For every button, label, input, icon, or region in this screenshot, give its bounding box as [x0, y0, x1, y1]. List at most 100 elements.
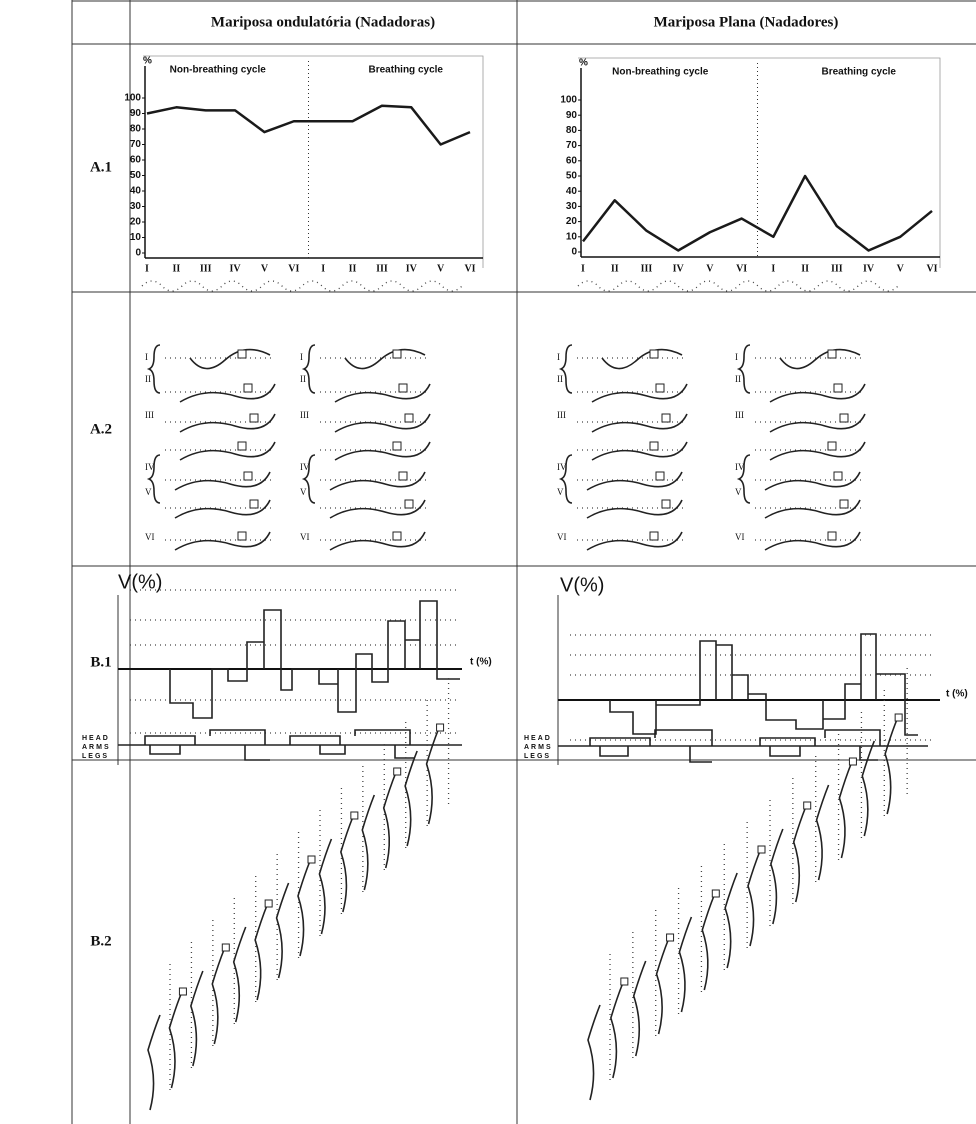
row-label: B.1: [90, 654, 111, 670]
y-tick-label: 40: [130, 186, 142, 197]
trace: [884, 718, 898, 815]
stroke-phase-label: I: [557, 352, 560, 362]
marker: [392, 531, 402, 541]
stroke-phase-label: VI: [735, 532, 745, 542]
track-label: HEAD: [524, 735, 552, 742]
trace: [861, 740, 876, 837]
stroke-phase-label: VI: [300, 532, 310, 542]
y-tick-label: 0: [571, 247, 577, 258]
trace: [655, 938, 670, 1035]
track-label: LEGS: [524, 753, 551, 760]
trace: [382, 772, 397, 869]
trace: [591, 383, 688, 403]
x-tick-label: VI: [926, 263, 937, 274]
marker: [833, 383, 843, 393]
marker: [404, 413, 414, 423]
trace: [275, 882, 290, 979]
stroke-phase-label: I: [735, 352, 738, 362]
x-tick-label: VI: [464, 263, 475, 274]
y-tick-label: 40: [566, 186, 578, 197]
marker: [264, 899, 273, 908]
marker: [649, 531, 659, 541]
x-tick-label: V: [261, 263, 269, 274]
trace: [179, 383, 276, 403]
trace: [329, 471, 426, 491]
stroke-phase-label: IV: [735, 462, 745, 472]
stroke-phase-label: IV: [300, 462, 310, 472]
marker: [178, 987, 187, 996]
trace: [586, 471, 683, 491]
stroke-phase-label: V: [735, 487, 742, 497]
stroke-phase-label: II: [145, 374, 151, 384]
track-label: ARMS: [82, 744, 111, 751]
y-tick-label: 70: [566, 140, 578, 151]
marker: [757, 845, 766, 854]
trace: [701, 894, 716, 991]
track-label: HEAD: [82, 735, 110, 742]
marker: [661, 413, 671, 423]
trace: [769, 441, 866, 461]
column-header: Mariposa Plana (Nadadores): [654, 14, 839, 30]
trace: [174, 531, 271, 551]
trace: [764, 471, 861, 491]
marker: [221, 943, 230, 952]
trace: [747, 850, 761, 947]
y-tick-label: 70: [130, 139, 142, 150]
marker: [655, 471, 665, 481]
x-tick-label: III: [200, 263, 212, 274]
trace: [344, 348, 426, 370]
trace: [232, 926, 247, 1023]
stroke-phase-label: I: [300, 352, 303, 362]
x-tick-label: IV: [406, 263, 418, 274]
x-tick-label: IV: [230, 263, 242, 274]
axis-label: V(%): [560, 574, 604, 596]
y-tick-label: 10: [566, 231, 578, 242]
marker: [661, 499, 671, 509]
marker: [243, 383, 253, 393]
marker: [649, 441, 659, 451]
trace: [340, 816, 354, 913]
marker: [827, 349, 837, 359]
stroke-phase-label: II: [557, 374, 563, 384]
trace: [779, 348, 861, 370]
marker: [839, 413, 849, 423]
trace: [601, 348, 683, 370]
x-tick-label: III: [376, 263, 388, 274]
trace: [610, 982, 624, 1079]
trace: [764, 531, 861, 551]
stroke-phase-label: III: [557, 410, 566, 420]
stroke-phase-label: III: [145, 410, 154, 420]
y-tick-label: 60: [130, 155, 142, 166]
marker: [404, 499, 414, 509]
trace: [678, 916, 693, 1013]
marker: [392, 441, 402, 451]
stroke-phase-label: IV: [557, 462, 567, 472]
y-tick-label: 100: [560, 95, 577, 106]
trace: [179, 413, 276, 433]
x-tick-label: V: [437, 263, 445, 274]
x-tick-label: III: [831, 263, 843, 274]
trace: [586, 531, 683, 551]
axis-label: t (%): [470, 657, 492, 668]
annotation: Breathing cycle: [822, 67, 897, 78]
y-tick-label: 20: [130, 217, 142, 228]
velocity-sketch: [117, 589, 940, 765]
marker: [249, 499, 259, 509]
annotation: Non-breathing cycle: [612, 67, 709, 78]
trace: [769, 383, 866, 403]
x-tick-label: V: [706, 263, 714, 274]
x-tick-label: V: [897, 263, 905, 274]
annotation: Breathing cycle: [369, 65, 444, 76]
brace: [301, 344, 316, 504]
trace: [318, 838, 333, 935]
data-line: [146, 104, 471, 146]
plot-frame: [578, 57, 941, 268]
x-tick-label: II: [172, 263, 180, 274]
marker: [620, 977, 629, 986]
marker: [392, 349, 402, 359]
y-tick-label: 80: [566, 125, 578, 136]
stroke-phase-label: VI: [145, 532, 155, 542]
x-tick-label: III: [641, 263, 653, 274]
trace: [632, 960, 647, 1057]
marker: [666, 933, 675, 942]
